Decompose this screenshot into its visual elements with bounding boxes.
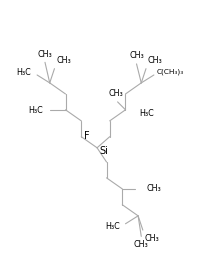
Text: F: F bbox=[84, 131, 90, 141]
Text: CH₃: CH₃ bbox=[108, 89, 122, 98]
Text: Si: Si bbox=[99, 146, 108, 156]
Text: CH₃: CH₃ bbox=[129, 51, 143, 60]
Text: H₃C: H₃C bbox=[28, 106, 43, 115]
Text: C(CH₃)₃: C(CH₃)₃ bbox=[156, 69, 183, 75]
Text: H₃C: H₃C bbox=[16, 68, 31, 77]
Text: H₃C: H₃C bbox=[105, 222, 120, 231]
Text: CH₃: CH₃ bbox=[147, 56, 162, 65]
Text: CH₃: CH₃ bbox=[144, 234, 159, 243]
Text: CH₃: CH₃ bbox=[146, 185, 161, 194]
Text: H₃C: H₃C bbox=[139, 109, 153, 118]
Text: CH₃: CH₃ bbox=[37, 50, 52, 59]
Text: CH₃: CH₃ bbox=[133, 240, 148, 249]
Text: CH₃: CH₃ bbox=[56, 56, 71, 65]
